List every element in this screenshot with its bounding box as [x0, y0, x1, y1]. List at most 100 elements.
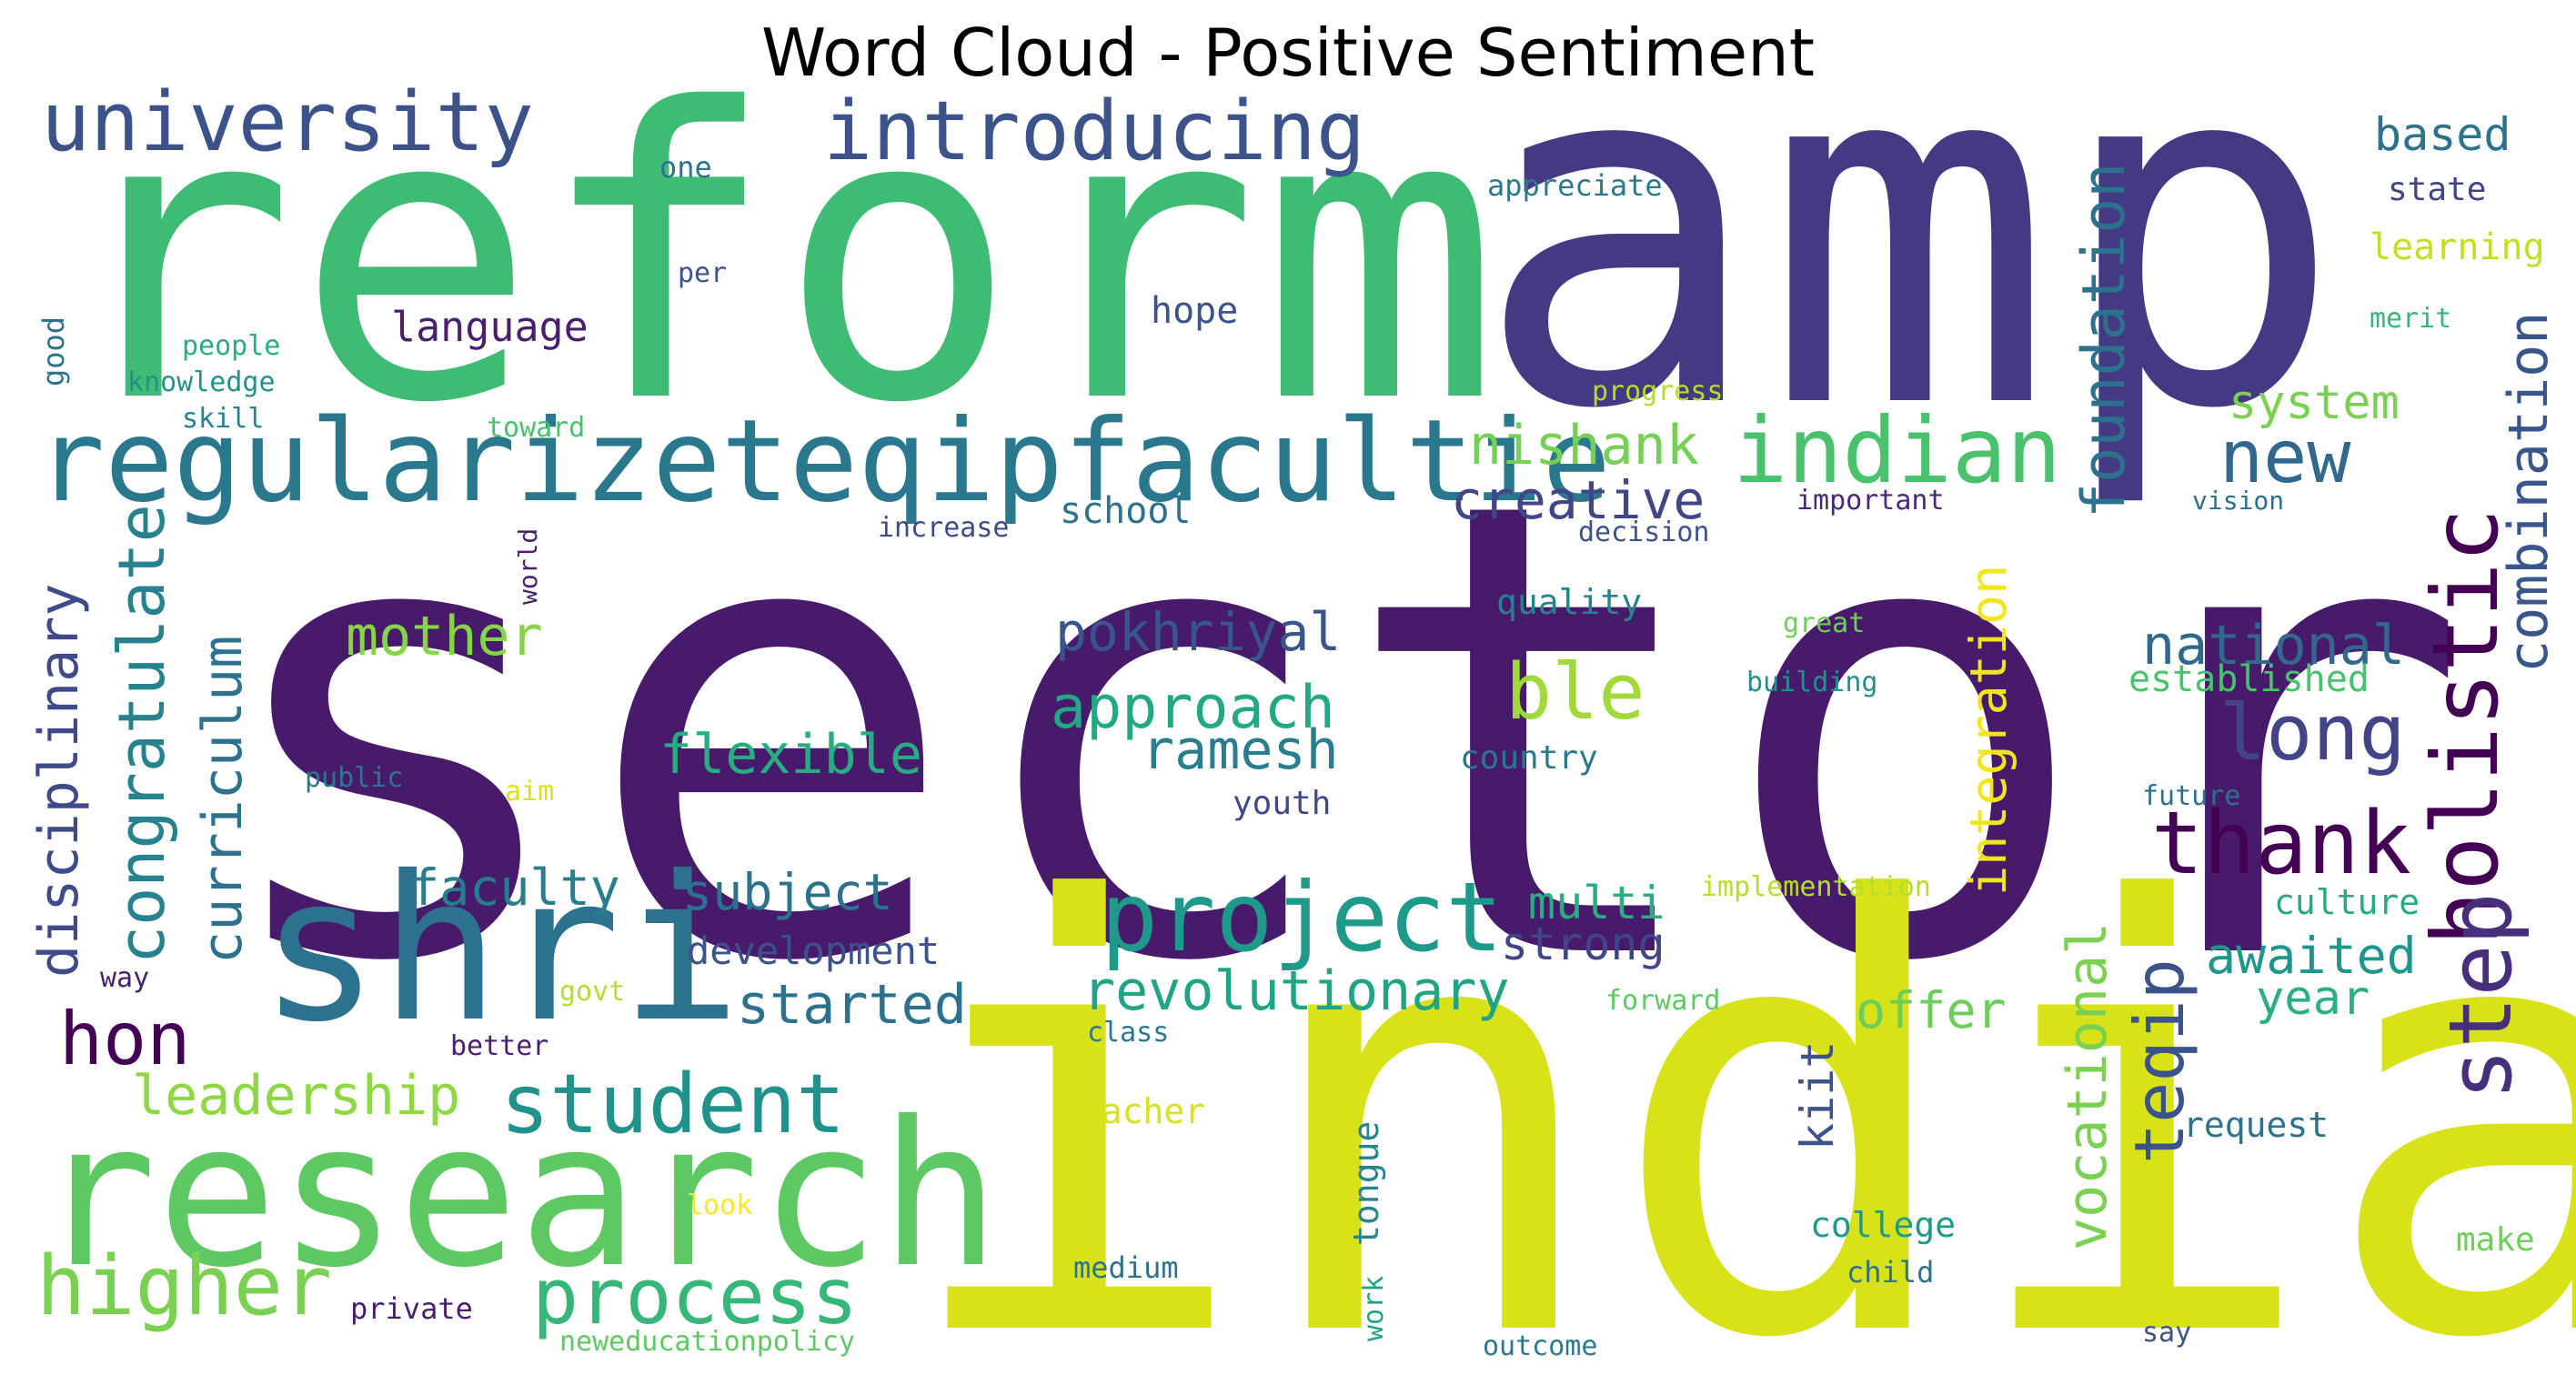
word-university: university	[41, 75, 534, 170]
word-amp: amp	[1474, 0, 2344, 514]
word-medium: medium	[1073, 1250, 1179, 1285]
word-increase: increase	[878, 512, 1010, 544]
word-mother: mother	[346, 605, 543, 668]
word-public: public	[305, 762, 403, 794]
word-say: say	[2142, 1317, 2191, 1349]
word-step: step	[2431, 892, 2531, 1100]
word-awaited: awaited	[2206, 927, 2417, 985]
word-progress: progress	[1592, 376, 1724, 407]
word-hon: hon	[59, 997, 191, 1081]
word-make: make	[2456, 1221, 2535, 1259]
word-flexible: flexible	[659, 723, 922, 787]
word-subject: subject	[682, 863, 893, 921]
word-important: important	[1796, 485, 1945, 517]
word-request: request	[2183, 1105, 2329, 1145]
word-class: class	[1087, 1017, 1169, 1049]
word-faculty: faculty	[409, 858, 620, 917]
word-one: one	[659, 150, 712, 185]
word-future: future	[2142, 780, 2240, 812]
word-merit: merit	[2370, 303, 2451, 335]
word-congratulate: congratulate	[105, 504, 179, 964]
word-kiit: kiit	[1791, 1041, 1844, 1150]
word-decision: decision	[1578, 517, 1710, 548]
word-teqip: teqip	[2119, 958, 2199, 1164]
word-integration: integration	[1959, 565, 2018, 896]
word-multi: multi	[1528, 877, 1665, 929]
word-vocational: vocational	[2056, 922, 2119, 1250]
word-private: private	[350, 1291, 473, 1326]
word-long: long	[2219, 688, 2406, 778]
word-student: student	[500, 1057, 845, 1152]
word-development: development	[687, 928, 940, 973]
word-combination: combination	[2497, 312, 2561, 673]
word-neweducationpolicy: neweducationpolicy	[559, 1326, 855, 1358]
word-pokhriyal: pokhriyal	[1055, 601, 1341, 663]
word-better: better	[450, 1030, 548, 1062]
word-higher: higher	[36, 1239, 332, 1334]
word-year: year	[2256, 971, 2370, 1026]
word-nishank: nishank	[1469, 414, 1699, 477]
word-govt: govt	[559, 976, 625, 1008]
word-process: process	[532, 1252, 858, 1342]
word-approach: approach	[1051, 674, 1335, 742]
word-work: work	[1358, 1276, 1390, 1341]
word-appreciate: appreciate	[1487, 168, 1663, 203]
chart-title: Word Cloud - Positive Sentiment	[761, 15, 1815, 91]
word-language: language	[391, 303, 589, 351]
word-toward: toward	[487, 412, 585, 444]
word-youth: youth	[1233, 785, 1331, 822]
word-building: building	[1746, 667, 1878, 698]
word-new: new	[2219, 415, 2351, 499]
word-outcome: outcome	[1483, 1330, 1597, 1362]
word-holistic: holistic	[2412, 507, 2519, 946]
word-state: state	[2388, 171, 2486, 208]
word-national: national	[2142, 614, 2405, 677]
word-world: world	[513, 528, 543, 605]
word-ramesh: ramesh	[1142, 718, 1339, 782]
word-forward: forward	[1605, 985, 1720, 1017]
word-based: based	[2374, 108, 2511, 161]
word-disciplinary: disciplinary	[27, 584, 91, 978]
word-tongue: tongue	[1346, 1121, 1386, 1246]
word-vision: vision	[2192, 486, 2284, 516]
word-ble: ble	[1505, 647, 1645, 738]
word-look: look	[687, 1189, 752, 1221]
word-leadership: leadership	[132, 1064, 460, 1128]
word-indian: indian	[1733, 397, 2061, 504]
word-india: india	[896, 780, 2576, 1385]
word-per: per	[678, 257, 727, 289]
word-people: people	[182, 330, 280, 362]
word-offer: offer	[1856, 981, 2007, 1039]
word-learning: learning	[2370, 226, 2545, 268]
word-country: country	[1460, 739, 1598, 777]
word-revolutionary: revolutionary	[1082, 959, 1510, 1023]
word-skill: skill	[182, 403, 264, 435]
word-quality: quality	[1496, 582, 1642, 622]
word-regularizeteqipfacultie: regularizeteqipfacultie	[36, 396, 1611, 527]
word-knowledge: knowledge	[127, 366, 276, 398]
word-strong: strong	[1501, 918, 1665, 970]
word-way: way	[100, 962, 149, 994]
word-culture: culture	[2274, 882, 2420, 922]
word-school: school	[1060, 490, 1192, 532]
word-good: good	[36, 316, 71, 386]
word-sector: sector	[205, 368, 2472, 1099]
word-aim: aim	[505, 776, 554, 808]
word-foundation: foundation	[2070, 163, 2138, 518]
word-reform: reform	[55, 25, 1500, 490]
word-established: established	[2128, 658, 2370, 700]
word-thank: thank	[2151, 794, 2411, 894]
word-introducing: introducing	[823, 84, 1365, 179]
word-child: child	[1846, 1255, 1934, 1290]
word-creative: creative	[1451, 469, 1705, 531]
word-great: great	[1783, 607, 1865, 639]
word-shri: shri	[259, 833, 741, 1066]
word-research: research	[36, 1079, 1001, 1311]
word-system: system	[2229, 376, 2400, 430]
word-started: started	[737, 973, 967, 1037]
word-implementation: implementation	[1701, 871, 1931, 903]
word-hope: hope	[1151, 290, 1238, 332]
word-curriculum: curriculum	[191, 636, 255, 964]
word-college: college	[1810, 1205, 1956, 1245]
